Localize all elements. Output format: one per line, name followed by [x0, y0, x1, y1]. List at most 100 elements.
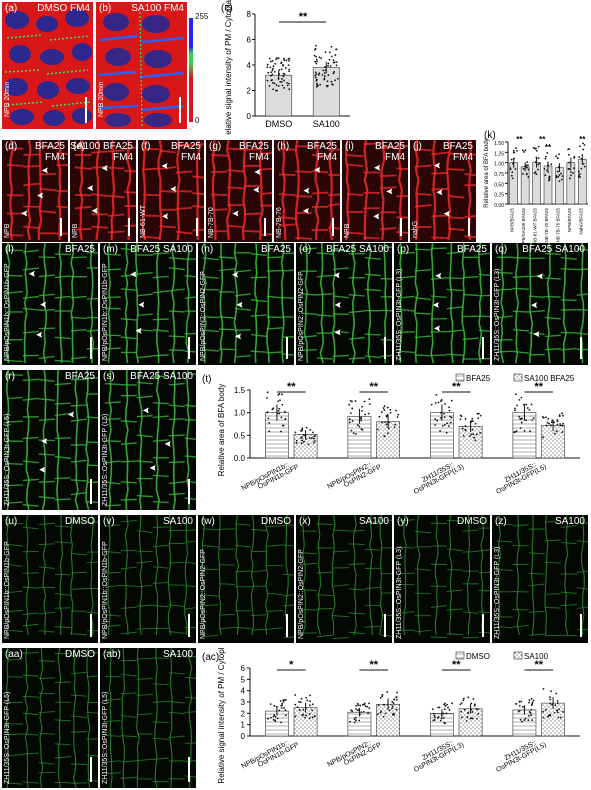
legend-swatch [513, 373, 523, 382]
data-point [314, 74, 317, 77]
data-point [556, 711, 559, 714]
panel-title: BFA25 FM4 [306, 141, 337, 163]
scale-bar [264, 218, 266, 236]
data-point [315, 55, 317, 58]
panel-label: (d) [5, 141, 18, 152]
data-point [331, 83, 334, 86]
data-point [350, 429, 353, 432]
arrowhead-marker [435, 272, 442, 279]
data-point [513, 431, 516, 434]
arrowhead-marker [432, 301, 439, 308]
panel-title: BFA25 FM4 [374, 141, 405, 163]
data-point [547, 171, 550, 173]
data-point [569, 168, 572, 171]
data-point [471, 420, 474, 423]
data-point [534, 147, 537, 150]
micrograph-image [492, 515, 588, 643]
legend-label: BFA25 [466, 374, 491, 383]
panel-side-label: ZH11/35S::OsPIN3t-GFP (L5) [4, 691, 11, 784]
micrograph-image [2, 243, 98, 365]
data-point [356, 424, 359, 426]
data-point [462, 697, 465, 700]
data-point [558, 153, 561, 156]
significance-mark: ** [534, 381, 543, 393]
panel-label: (i) [345, 141, 354, 152]
panel-title: BFA25 FM4 [238, 141, 269, 163]
data-point [283, 707, 286, 709]
data-point [278, 69, 281, 71]
micrograph-panel: (i) BFA25 FM4 NPB [342, 140, 408, 242]
arrowhead-marker [232, 210, 239, 217]
data-point [523, 429, 526, 432]
arrowhead-marker [41, 167, 48, 174]
data-point [515, 147, 517, 149]
panel-side-label-a: NPB 20min [4, 81, 11, 117]
data-point [368, 702, 371, 705]
data-point [535, 156, 538, 159]
arrowhead-marker [235, 333, 242, 340]
micrograph-panel: (m) BFA25 SA100 NPB/pOsPIN1b::OsPIN1b-GFP [100, 243, 196, 365]
chart-k: (k) 0.00 0.25 0.50 0.75 1.00 1.25 1.50 Relative … [484, 130, 588, 247]
panel-label: (f) [141, 141, 151, 152]
arrowhead-marker [161, 163, 168, 170]
data-point [311, 703, 314, 706]
data-point [522, 167, 525, 170]
data-point [535, 173, 538, 176]
data-point [354, 400, 357, 402]
panel-side-label: ZH11/35S::OsPIN3t-GFP (L3) [494, 546, 501, 639]
data-point [278, 412, 281, 415]
data-point [395, 708, 398, 711]
data-point [559, 423, 561, 425]
data-point [382, 407, 385, 409]
data-point [271, 81, 274, 84]
micrograph-panel: (v) SA100 NPB/pOsPIN1b::OsPIN1b-GFP [100, 515, 196, 643]
data-point [266, 79, 269, 82]
data-point [522, 403, 525, 406]
data-point [378, 415, 381, 418]
data-point [357, 709, 359, 712]
data-point [351, 420, 354, 422]
data-point [353, 718, 356, 721]
data-point [358, 425, 361, 428]
data-point [391, 714, 394, 716]
arrowhead-marker [302, 207, 309, 214]
data-point [283, 73, 286, 76]
data-point [514, 430, 517, 433]
data-point [518, 700, 521, 703]
data-point [514, 409, 517, 412]
data-point [305, 706, 307, 709]
data-point [350, 709, 353, 712]
data-point [511, 171, 514, 174]
data-point [557, 166, 560, 168]
arrowhead-marker [37, 192, 44, 199]
data-point [298, 700, 300, 703]
data-point [477, 417, 480, 420]
data-point [386, 415, 389, 417]
panel-title: SA100 [554, 516, 585, 527]
significance-mark: ** [369, 381, 378, 393]
panel-label: (s) [103, 371, 115, 382]
data-point [553, 421, 556, 424]
data-point [280, 721, 283, 724]
data-point [516, 149, 518, 152]
panel-label: (n) [201, 244, 214, 255]
arrowhead-marker [41, 438, 48, 445]
data-point [279, 80, 282, 83]
data-point [514, 393, 517, 396]
arrowhead-marker [236, 301, 243, 308]
data-point [302, 709, 305, 711]
scale-bar [90, 614, 92, 637]
data-point [288, 82, 290, 85]
data-point [362, 710, 365, 713]
panel-title: DMSO [65, 516, 95, 527]
data-point [476, 412, 479, 415]
significance-mark: ** [579, 135, 586, 144]
micrograph-panel: (p) BFA25 ZH11/35S::OsPIN3t-GFP (L3) [394, 243, 490, 365]
data-point [380, 411, 383, 414]
data-point [288, 88, 291, 91]
data-point [315, 62, 318, 65]
data-point [538, 162, 541, 165]
data-point [366, 705, 369, 708]
data-point [315, 79, 318, 82]
data-point [542, 436, 544, 439]
